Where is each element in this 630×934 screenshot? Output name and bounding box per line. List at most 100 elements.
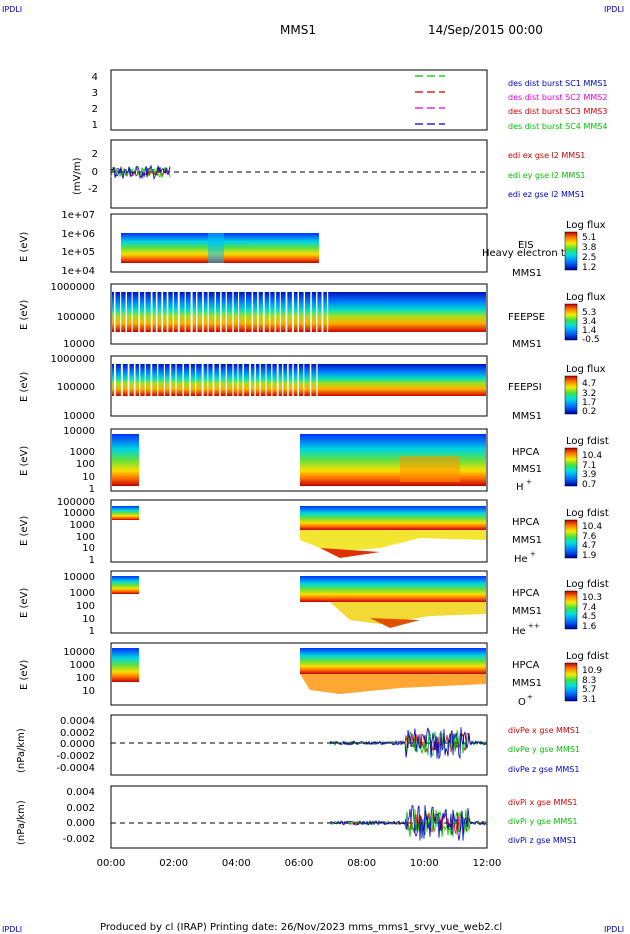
- hpca-o-cb-tick-2: 5.7: [582, 685, 596, 695]
- feepsi-sc-label: MMS1: [512, 411, 542, 422]
- divpe-ylabel: (nPa/km): [16, 728, 27, 773]
- gap-stripe: [150, 364, 153, 396]
- divpe-ytick-0: 0.0004: [60, 716, 95, 727]
- hpca-h-ytick-4: 1: [89, 484, 95, 495]
- hpca-he-species: He: [514, 554, 528, 565]
- hpca-h-cb-tick-1: 7.1: [582, 461, 596, 471]
- hpca-o-cb-tick-3: 3.1: [582, 695, 596, 705]
- feepsi-cb-tick-3: 0.2: [582, 407, 596, 417]
- gap-stripe: [169, 364, 172, 396]
- gap-stripe: [196, 292, 198, 332]
- eis-cb-tick-1: 3.8: [582, 243, 597, 253]
- gap-stripe: [279, 292, 281, 332]
- edi-legend-z: edi ez gse l2 MMS1: [508, 190, 585, 199]
- panel-divpi: (nPa/km) 0.004 0.002 0.000 -0.002 divPi …: [16, 785, 577, 849]
- hpca-hepp-charge: ++: [528, 622, 540, 630]
- gap-stripe: [265, 364, 267, 396]
- burst-legend-sc2: des dist burst SC2 MMS2: [508, 93, 607, 102]
- gap-stripe: [177, 292, 180, 332]
- hpca-hepp-ytick-4: 1: [89, 626, 95, 637]
- gap-stripe: [274, 292, 277, 332]
- corner-label-bottom-left: IPDLI: [2, 925, 22, 934]
- xtick-1000: 10:00: [410, 858, 439, 869]
- gap-stripe: [310, 292, 312, 332]
- hpca-o-species: O: [518, 697, 526, 708]
- gap-stripe: [114, 364, 116, 396]
- gap-stripe: [161, 292, 164, 332]
- edi-legend-x: edi ex gse l2 MMS1: [508, 151, 585, 160]
- gap-stripe: [190, 292, 193, 332]
- panel-edi: (mV/m) 2 0 -2 edi ex gse l2 MMS1 edi ey …: [72, 139, 586, 209]
- trace-line: [329, 804, 488, 841]
- divpe-ytick-1: 0.0002: [60, 728, 95, 739]
- gap-stripe: [287, 364, 289, 396]
- gap-stripe: [326, 292, 329, 332]
- hpca-o-cb-tick-0: 10.9: [582, 666, 602, 676]
- hpca-he-cb-tick-2: 4.7: [582, 541, 596, 551]
- divpe-ytick-3: -0.0002: [56, 751, 95, 762]
- trace-line: [329, 809, 488, 838]
- gap-stripe: [125, 292, 127, 332]
- gap-stripe: [220, 292, 222, 332]
- eis-ytick-1e4: 1e+04: [61, 266, 95, 277]
- gap-stripe: [139, 364, 141, 396]
- feepsi-ytick-2: 10000: [63, 411, 95, 422]
- gap-stripe: [157, 364, 159, 396]
- gap-stripe: [202, 292, 204, 332]
- gap-stripe: [309, 364, 312, 396]
- hpca-h-cb-tick-2: 3.9: [582, 470, 597, 480]
- eis-ylabel: E (eV): [19, 232, 30, 262]
- gap-stripe: [291, 292, 294, 332]
- gap-stripe: [189, 364, 191, 396]
- hpca-o-cb-tick-1: 8.3: [582, 676, 596, 686]
- feepsi-stripes: [114, 364, 318, 396]
- hpca-hepp-ylabel: E (eV): [19, 588, 30, 618]
- divpi-ytick-0: 0.004: [66, 787, 95, 798]
- gap-stripe: [321, 292, 324, 332]
- gap-stripe: [144, 364, 146, 396]
- panel-hpca-hepp: E (eV) 10000 1000 100 10 1 HPCA MMS1 He …: [19, 570, 609, 637]
- gap-stripe: [138, 292, 140, 332]
- feepse-colorbar-title: Log flux: [566, 292, 606, 303]
- hpca-hepp-cb-tick-2: 4.5: [582, 612, 596, 622]
- divpe-legend-x: divPe x gse MMS1: [508, 726, 580, 735]
- gap-stripe: [303, 364, 305, 396]
- hpca-o-label: HPCA: [512, 660, 540, 671]
- hpca-o-sc-label: MMS1: [512, 678, 542, 689]
- gap-stripe: [282, 364, 284, 396]
- x-axis: 00:00 02:00 04:00 06:00 08:00 10:00 12:0…: [97, 858, 502, 869]
- burst-ytick-2: 2: [92, 104, 98, 115]
- edi-ytick-2: 2: [92, 149, 98, 160]
- eis-overlay-text: Heavy electron to: [482, 248, 571, 259]
- burst-legend-sc4: des dist burst SC4 MMS4: [508, 122, 607, 131]
- panel-hpca-he: E (eV) 100000 10000 1000 100 10 1 HPCA M…: [19, 497, 609, 566]
- gap-stripe: [254, 364, 256, 396]
- edi-trace: [110, 164, 171, 181]
- feepse-stripes: [114, 292, 329, 332]
- hpca-h-cb-tick-3: 0.7: [582, 480, 596, 490]
- gap-stripe: [144, 292, 146, 332]
- edi-legend-y: edi ey gse l2 MMS1: [508, 171, 586, 180]
- gap-stripe: [276, 364, 279, 396]
- gap-stripe: [262, 292, 265, 332]
- hpca-he-ytick-3: 100: [76, 532, 95, 543]
- eis-label: EIS: [518, 240, 534, 251]
- hpca-he-cb-tick-3: 1.9: [582, 551, 597, 561]
- divpe-ytick-4: -0.0004: [56, 763, 95, 774]
- gap-stripe: [120, 364, 123, 396]
- hpca-he-label: HPCA: [512, 517, 540, 528]
- eis-ytick-1e5: 1e+05: [61, 247, 95, 258]
- feepse-ylabel: E (eV): [19, 300, 30, 330]
- gap-stripe: [225, 364, 227, 396]
- xtick-0400: 04:00: [222, 858, 251, 869]
- feepse-cb-tick-0: 5.3: [582, 308, 596, 318]
- hpca-o-colorbar-title: Log fdist: [566, 651, 609, 662]
- hpca-o-ytick-3: 10: [82, 686, 95, 697]
- hpca-h-ylabel: E (eV): [19, 446, 30, 476]
- hpca-he-ytick-0: 100000: [57, 497, 95, 508]
- divpe-legend-z: divPe z gse MMS1: [508, 765, 579, 774]
- panel-hpca-o: E (eV) 10000 1000 100 10 HPCA MMS1 O + L…: [19, 642, 609, 708]
- gap-stripe: [225, 292, 227, 332]
- gap-stripe: [175, 364, 177, 396]
- gap-stripe: [212, 364, 215, 396]
